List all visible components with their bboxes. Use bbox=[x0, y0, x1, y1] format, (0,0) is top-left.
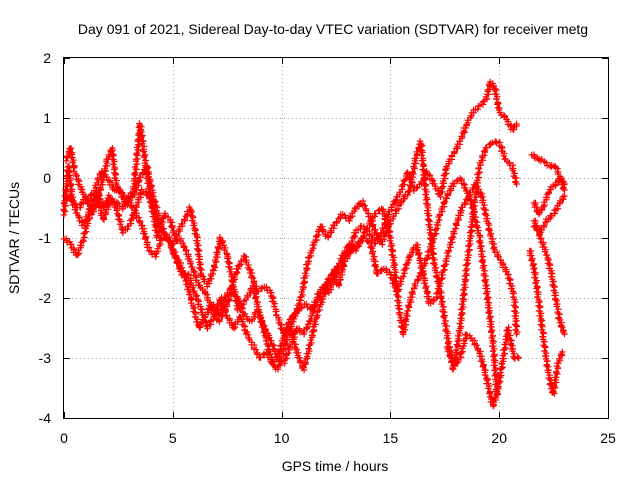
series-track-3 bbox=[60, 181, 521, 368]
series-track-9 bbox=[526, 247, 566, 397]
y-tick-label: 1 bbox=[43, 110, 51, 126]
x-tick-labels: 0 5 10 15 20 25 bbox=[60, 430, 616, 446]
plus-markers bbox=[528, 151, 568, 194]
series-track-10 bbox=[530, 217, 568, 338]
plus-markers bbox=[526, 247, 566, 397]
series-track-1 bbox=[60, 120, 520, 373]
y-tick-label: 2 bbox=[43, 50, 51, 66]
plus-markers bbox=[63, 145, 522, 398]
y-tick-label: -3 bbox=[39, 350, 52, 366]
data-points bbox=[60, 78, 568, 410]
plus-markers bbox=[60, 78, 520, 374]
plus-markers bbox=[443, 331, 501, 410]
series-track-4 bbox=[63, 145, 522, 398]
series-track-5 bbox=[443, 331, 501, 410]
x-tick-label: 10 bbox=[274, 430, 290, 446]
y-tick-labels: -4 -3 -2 -1 0 1 2 bbox=[39, 50, 52, 426]
x-tick-label: 0 bbox=[60, 430, 68, 446]
y-tick-label: 0 bbox=[43, 170, 51, 186]
plus-markers bbox=[60, 120, 520, 373]
plus-markers bbox=[60, 181, 521, 368]
x-tick-label: 15 bbox=[383, 430, 399, 446]
x-tick-label: 20 bbox=[491, 430, 507, 446]
x-axis-label: GPS time / hours bbox=[282, 458, 389, 474]
y-tick-label: -4 bbox=[39, 410, 52, 426]
series-track-7 bbox=[528, 151, 568, 194]
series-track-2 bbox=[60, 78, 520, 374]
y-tick-label: -1 bbox=[39, 230, 52, 246]
x-tick-label: 5 bbox=[169, 430, 177, 446]
y-tick-label: -2 bbox=[39, 290, 52, 306]
chart-title: Day 091 of 2021, Sidereal Day-to-day VTE… bbox=[78, 21, 588, 37]
x-tick-label: 25 bbox=[600, 430, 616, 446]
y-axis-label: SDTVAR / TECUs bbox=[6, 182, 22, 294]
plus-markers bbox=[530, 217, 568, 338]
